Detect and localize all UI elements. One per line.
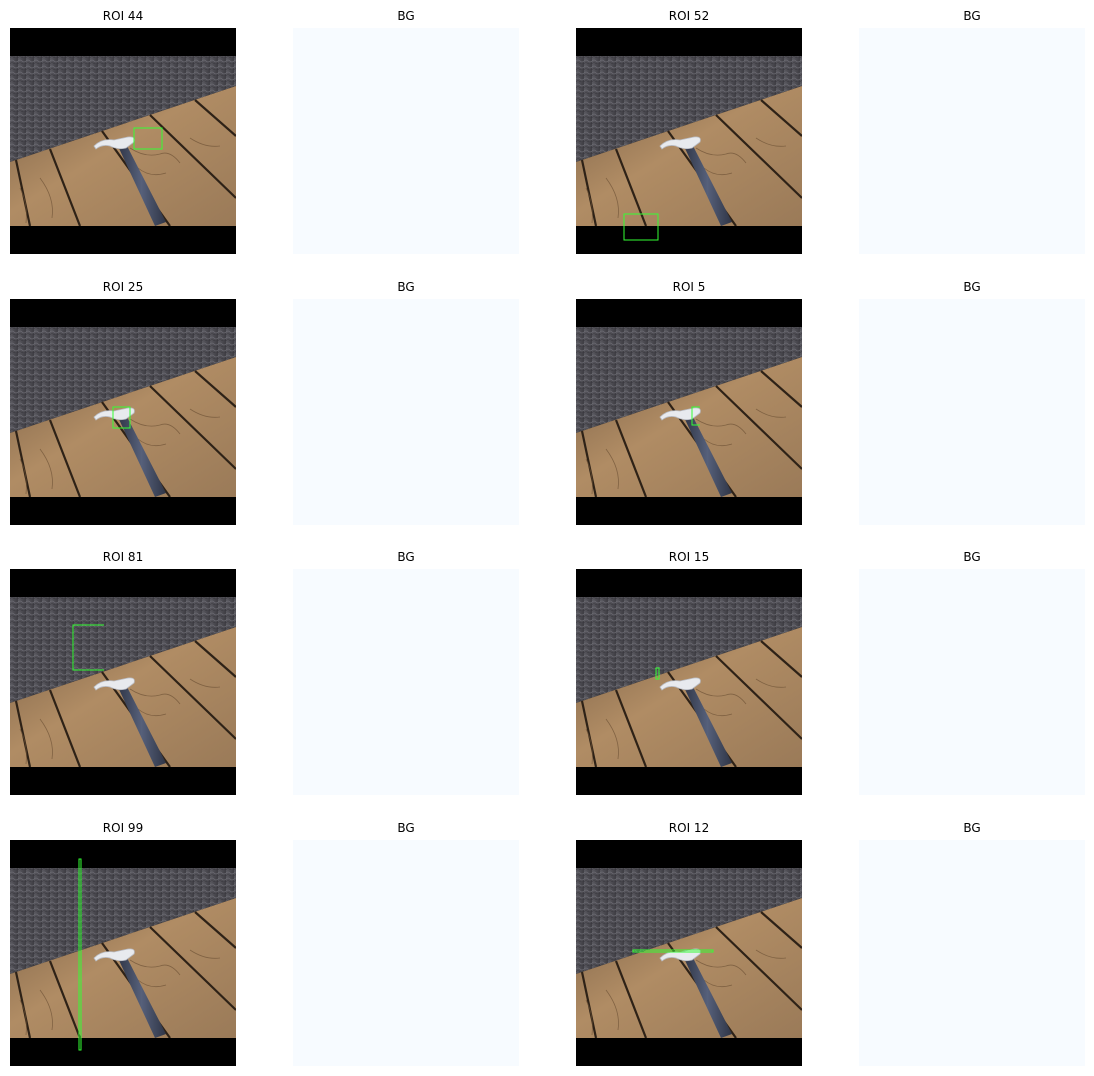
panel-title: ROI 44 (102, 9, 144, 23)
scene-image (576, 840, 802, 1066)
roi-box (632, 949, 714, 953)
roi-box (72, 624, 104, 671)
roi-box (655, 667, 660, 680)
panel-title: ROI 12 (668, 821, 710, 835)
roi-box (133, 127, 163, 150)
roi-box (112, 406, 131, 429)
panel-title: BG (963, 280, 981, 294)
panel-title: BG (397, 821, 415, 835)
panel-title: BG (963, 821, 981, 835)
panel-title: ROI 99 (102, 821, 144, 835)
panel-title: BG (397, 550, 415, 564)
panel-title: ROI 15 (668, 550, 710, 564)
scene-image (576, 569, 802, 795)
roi-box (623, 213, 659, 241)
scene-image (10, 28, 236, 254)
background-mask (293, 569, 519, 795)
roi-box (691, 406, 700, 426)
scene-image (576, 299, 802, 525)
scene-image (10, 840, 236, 1066)
background-mask (293, 28, 519, 254)
background-mask (293, 299, 519, 525)
panel-title: ROI 52 (668, 9, 710, 23)
panel-title: BG (963, 550, 981, 564)
panel-title: ROI 81 (102, 550, 144, 564)
background-mask (859, 569, 1085, 795)
panel-title: ROI 5 (672, 280, 706, 294)
roi-box (78, 858, 82, 1051)
scene-image (10, 569, 236, 795)
background-mask (293, 840, 519, 1066)
background-mask (859, 840, 1085, 1066)
background-mask (859, 28, 1085, 254)
scene-image (576, 28, 802, 254)
scene-image (10, 299, 236, 525)
panel-title: ROI 25 (102, 280, 144, 294)
background-mask (859, 299, 1085, 525)
panel-title: BG (397, 280, 415, 294)
panel-title: BG (963, 9, 981, 23)
panel-title: BG (397, 9, 415, 23)
